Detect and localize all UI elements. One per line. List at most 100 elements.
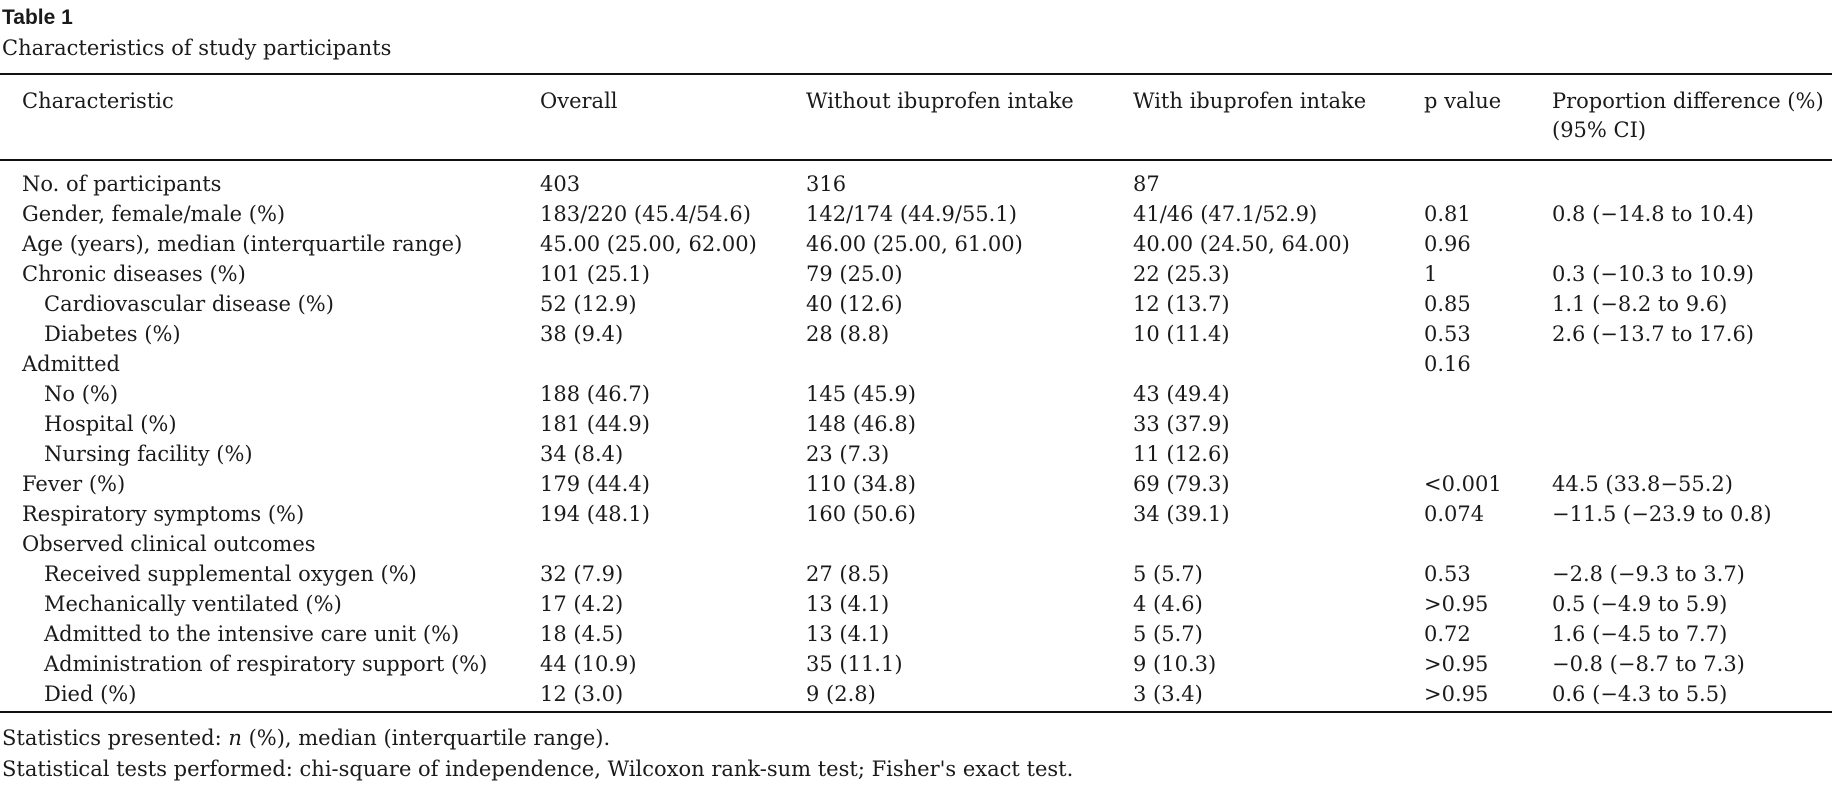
cell-with-ibuprofen: 40.00 (24.50, 64.00) [1133, 232, 1350, 256]
row-label: Diabetes (%) [44, 322, 181, 346]
cell-with-ibuprofen [1133, 349, 1424, 379]
cell-proportion-difference [1552, 529, 1832, 559]
column-header-p-value: p value [1424, 73, 1552, 161]
column-header-with-ibuprofen: With ibuprofen intake [1133, 73, 1424, 161]
row-label: Received supplemental oxygen (%) [44, 562, 417, 586]
cell-overall: 52 (12.9) [540, 292, 637, 316]
row-label: Fever (%) [22, 472, 126, 496]
table-row: Nursing facility (%) 34 (8.4) 23 (7.3) 11 (… [0, 439, 1832, 469]
cell-p-value: 1 [1424, 262, 1438, 286]
cell-overall: 44 (10.9) [540, 652, 637, 676]
header-row: Characteristic Overall Without ibuprofen… [0, 73, 1832, 161]
cell-overall: 17 (4.2) [540, 592, 624, 616]
cell-overall: 18 (4.5) [540, 622, 624, 646]
cell-overall [540, 349, 806, 379]
table-caption: Characteristics of study participants [2, 36, 392, 60]
table-row: Hospital (%) 181 (44.9) 148 (46.8) 33 (37.9… [0, 409, 1832, 439]
footnote-statistics-prefix: Statistics presented: [2, 726, 229, 750]
cell-proportion-difference: 0.5 (−4.9 to 5.9) [1552, 592, 1728, 616]
column-header-proportion-difference: Proportion difference (%) (95% CI) [1552, 73, 1832, 161]
cell-overall: 403 [540, 172, 581, 196]
cell-proportion-difference [1552, 160, 1832, 199]
table-row: Observed clinical outcomes [0, 529, 1832, 559]
cell-p-value: 0.81 [1424, 202, 1471, 226]
footnote-statistics-n: n [228, 726, 242, 750]
cell-p-value: 0.85 [1424, 292, 1471, 316]
column-header-characteristic: Characteristic [0, 73, 540, 161]
cell-with-ibuprofen [1133, 529, 1424, 559]
cell-p-value [1424, 379, 1552, 409]
row-label: Respiratory symptoms (%) [22, 502, 305, 526]
cell-proportion-difference [1552, 439, 1832, 469]
footnote-tests: Statistical tests performed: chi-square … [2, 757, 1074, 781]
column-header-without-ibuprofen: Without ibuprofen intake [806, 73, 1133, 161]
cell-p-value: >0.95 [1424, 592, 1489, 616]
cell-proportion-difference [1552, 349, 1832, 379]
cell-without-ibuprofen: 79 (25.0) [806, 262, 903, 286]
cell-with-ibuprofen: 41/46 (47.1/52.9) [1133, 202, 1318, 226]
cell-with-ibuprofen: 69 (79.3) [1133, 472, 1230, 496]
cell-with-ibuprofen: 11 (12.6) [1133, 442, 1230, 466]
cell-proportion-difference: 1.1 (−8.2 to 9.6) [1552, 292, 1728, 316]
cell-p-value [1424, 529, 1552, 559]
table-row: Cardiovascular disease (%) 52 (12.9) 40 (1… [0, 289, 1832, 319]
cell-with-ibuprofen: 34 (39.1) [1133, 502, 1230, 526]
table-body: No. of participants 403 316 87 Gender, femal… [0, 160, 1832, 713]
table-label: Table 1 [2, 6, 73, 29]
cell-p-value: 0.16 [1424, 352, 1471, 376]
cell-p-value [1424, 439, 1552, 469]
cell-proportion-difference: 2.6 (−13.7 to 17.6) [1552, 322, 1755, 346]
cell-without-ibuprofen: 28 (8.8) [806, 322, 890, 346]
cell-p-value: 0.72 [1424, 622, 1471, 646]
cell-overall: 38 (9.4) [540, 322, 624, 346]
cell-with-ibuprofen: 5 (5.7) [1133, 622, 1203, 646]
row-label: Chronic diseases (%) [22, 262, 246, 286]
cell-p-value: 0.074 [1424, 502, 1485, 526]
table-row: Died (%) 12 (3.0) 9 (2.8) 3 (3.4) >0.95 0.6 (… [0, 679, 1832, 713]
row-label: Hospital (%) [44, 412, 177, 436]
cell-with-ibuprofen: 3 (3.4) [1133, 679, 1424, 713]
cell-with-ibuprofen: 5 (5.7) [1133, 562, 1203, 586]
cell-without-ibuprofen: 40 (12.6) [806, 292, 903, 316]
cell-with-ibuprofen: 4 (4.6) [1133, 592, 1203, 616]
cell-without-ibuprofen: 35 (11.1) [806, 652, 903, 676]
table-row: Admitted 0.16 [0, 349, 1832, 379]
cell-with-ibuprofen: 33 (37.9) [1133, 412, 1230, 436]
row-label: Age (years), median (interquartile range… [22, 232, 463, 256]
cell-p-value [1424, 409, 1552, 439]
table-row: Gender, female/male (%) 183/220 (45.4/54.… [0, 199, 1832, 229]
cell-overall: 32 (7.9) [540, 562, 624, 586]
row-label: Gender, female/male (%) [22, 202, 286, 226]
cell-p-value: >0.95 [1424, 679, 1552, 713]
table-row: No (%) 188 (46.7) 145 (45.9) 43 (49.4) [0, 379, 1832, 409]
row-label: Nursing facility (%) [44, 442, 253, 466]
row-label: No (%) [44, 382, 119, 406]
cell-with-ibuprofen: 43 (49.4) [1133, 382, 1230, 406]
cell-overall: 194 (48.1) [540, 502, 650, 526]
table-row: Admitted to the intensive care unit (%) 1… [0, 619, 1832, 649]
row-label: Died (%) [0, 679, 540, 713]
cell-overall [540, 529, 806, 559]
row-label: No. of participants [22, 172, 222, 196]
table-row: Chronic diseases (%) 101 (25.1) 79 (25.0) 2… [0, 259, 1832, 289]
cell-without-ibuprofen: 9 (2.8) [806, 679, 1133, 713]
table-row: Age (years), median (interquartile range… [0, 229, 1832, 259]
cell-without-ibuprofen: 13 (4.1) [806, 622, 890, 646]
cell-overall: 188 (46.7) [540, 382, 650, 406]
cell-without-ibuprofen [806, 529, 1133, 559]
cell-proportion-difference [1552, 379, 1832, 409]
cell-overall: 181 (44.9) [540, 412, 650, 436]
cell-with-ibuprofen: 9 (10.3) [1133, 652, 1217, 676]
cell-overall: 34 (8.4) [540, 442, 624, 466]
row-label: Observed clinical outcomes [22, 532, 316, 556]
cell-p-value: 0.96 [1424, 232, 1471, 256]
cell-p-value: <0.001 [1424, 472, 1502, 496]
cell-proportion-difference: 0.8 (−14.8 to 10.4) [1552, 202, 1755, 226]
cell-without-ibuprofen: 145 (45.9) [806, 382, 916, 406]
footnote-statistics: Statistics presented: n (%), median (int… [2, 724, 610, 752]
characteristics-table: Characteristic Overall Without ibuprofen… [0, 73, 1832, 713]
table-row: Received supplemental oxygen (%) 32 (7.9)… [0, 559, 1832, 589]
row-label: Administration of respiratory support (%… [44, 652, 488, 676]
cell-proportion-difference: 44.5 (33.8−55.2) [1552, 472, 1733, 496]
cell-without-ibuprofen: 142/174 (44.9/55.1) [806, 202, 1017, 226]
